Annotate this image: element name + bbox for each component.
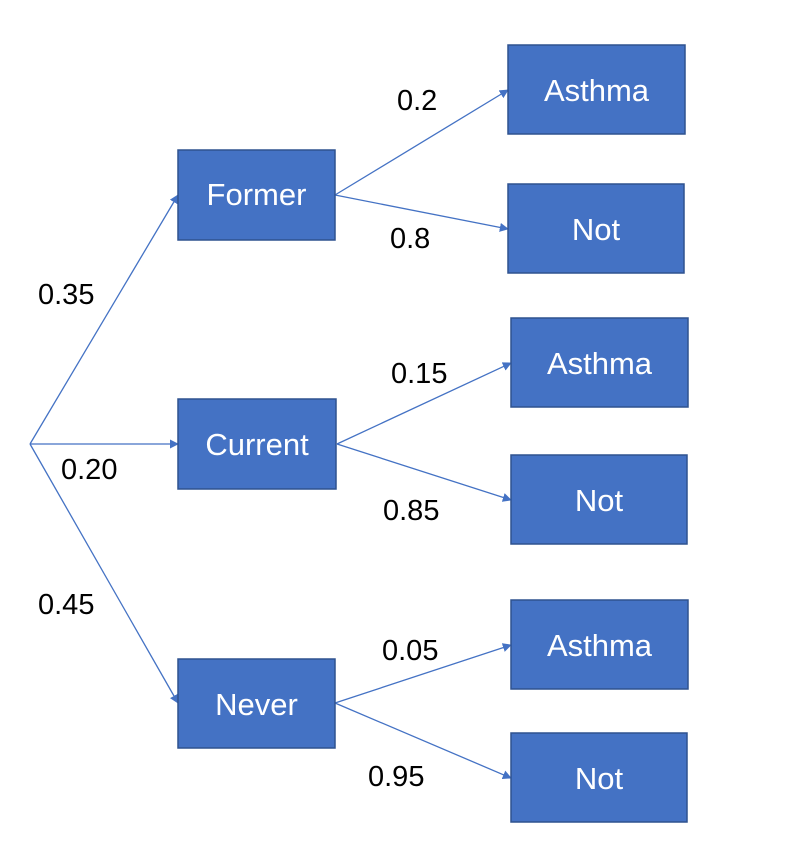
node-current-asthma: Asthma xyxy=(510,317,689,408)
prob-current: 0.20 xyxy=(61,454,117,486)
node-current-not: Not xyxy=(510,454,688,545)
node-former-asthma: Asthma xyxy=(507,44,686,135)
node-current-label: Current xyxy=(205,427,309,462)
prob-never-not: 0.95 xyxy=(368,761,424,793)
edge-never-asthma xyxy=(334,643,512,704)
edge-root-never xyxy=(29,443,179,704)
node-never-asthma-label: Asthma xyxy=(547,628,653,663)
edge-never-not xyxy=(334,702,512,779)
node-current-asthma-label: Asthma xyxy=(547,346,653,381)
node-never-not: Not xyxy=(510,732,688,823)
node-former-not-label: Not xyxy=(572,212,621,247)
node-current-not-label: Not xyxy=(575,483,624,518)
node-former-asthma-label: Asthma xyxy=(544,73,650,108)
edge-root-former xyxy=(29,194,179,445)
node-never-not-label: Not xyxy=(575,761,624,796)
node-never: Never xyxy=(177,658,336,749)
prob-former-not: 0.8 xyxy=(390,223,430,255)
edge-former-asthma xyxy=(334,89,509,196)
edge-former-not xyxy=(334,194,509,232)
prob-former-asthma: 0.2 xyxy=(397,85,437,117)
node-current: Current xyxy=(177,398,337,490)
node-former-not: Not xyxy=(507,183,685,274)
node-never-label: Never xyxy=(215,687,298,722)
prob-never: 0.45 xyxy=(38,589,94,621)
prob-current-asthma: 0.15 xyxy=(391,358,447,390)
node-former-label: Former xyxy=(207,177,307,212)
edge-current-asthma xyxy=(336,362,512,445)
node-never-asthma: Asthma xyxy=(510,599,689,690)
edge-current-not xyxy=(336,443,512,502)
prob-former: 0.35 xyxy=(38,279,94,311)
prob-current-not: 0.85 xyxy=(383,495,439,527)
node-former: Former xyxy=(177,149,336,241)
prob-never-asthma: 0.05 xyxy=(382,635,438,667)
